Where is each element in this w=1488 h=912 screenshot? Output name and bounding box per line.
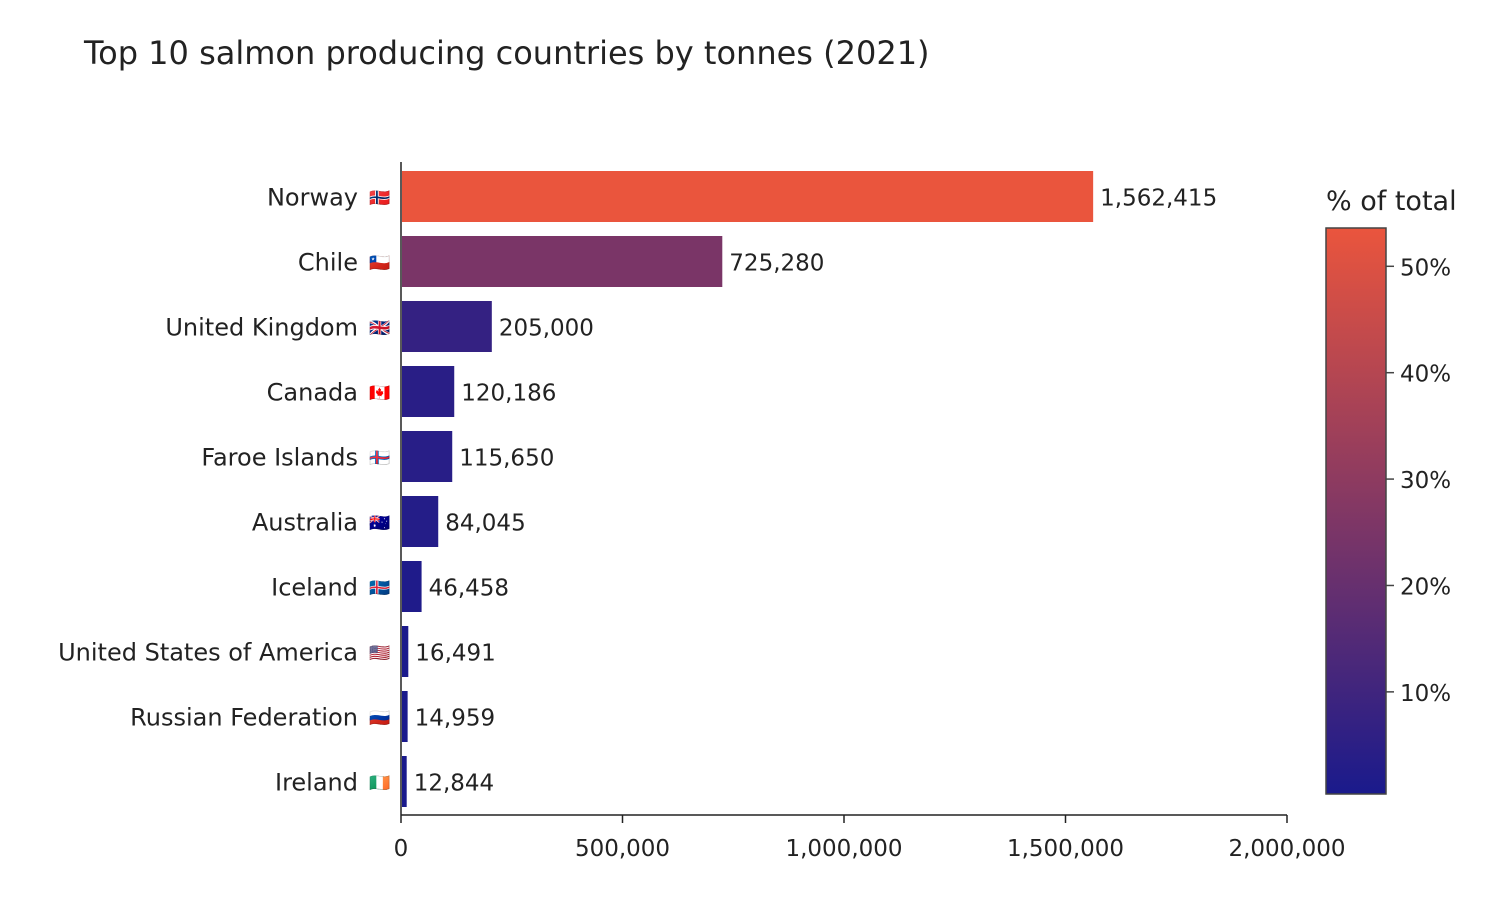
category-label: Iceland — [271, 574, 358, 602]
category-label: Chile — [298, 249, 358, 277]
bar-value-label: 205,000 — [499, 316, 594, 342]
bar-value-label: 1,562,415 — [1100, 186, 1217, 212]
colorbar — [1325, 227, 1387, 795]
flag-icon: 🇮🇸 — [369, 579, 390, 599]
flag-icon: 🇷🇺 — [369, 709, 390, 729]
category-label: Russian Federation — [130, 704, 358, 732]
bar-united-kingdom — [402, 301, 492, 352]
flag-icon: 🇫🇴 — [369, 449, 390, 469]
bar-canada — [402, 366, 455, 417]
bar-value-label: 115,650 — [459, 446, 554, 472]
flag-icon: 🇨🇦 — [369, 384, 390, 404]
bar-ireland — [402, 756, 407, 807]
colorbar-tick-label: 20% — [1400, 574, 1451, 600]
bar-value-label: 46,458 — [429, 576, 509, 602]
x-tick-label: 0 — [394, 836, 409, 862]
bar-faroe-islands — [402, 431, 453, 482]
x-tick-label: 2,000,000 — [1228, 836, 1345, 862]
bar-chile — [402, 236, 723, 287]
flag-icon: 🇦🇺 — [369, 513, 390, 534]
category-label: United States of America — [58, 639, 358, 667]
category-label: Canada — [267, 379, 358, 407]
colorbar-title: % of total — [1326, 186, 1457, 217]
value-labels: 1,562,415 725,280 205,000 120,186 115,650 84,… — [414, 186, 1218, 797]
flag-icon: 🇨🇱 — [369, 254, 390, 274]
category-label: Australia — [252, 509, 358, 537]
flag-icon: 🇬🇧 — [369, 319, 390, 339]
bar-value-label: 12,844 — [414, 771, 494, 797]
category-label: Norway — [267, 184, 358, 212]
bar-value-label: 725,280 — [729, 251, 824, 277]
category-label: Faroe Islands — [201, 444, 358, 472]
x-tick-label: 500,000 — [575, 836, 670, 862]
x-tick-label: 1,000,000 — [785, 836, 902, 862]
category-label: United Kingdom — [165, 314, 358, 342]
colorbar-tick-label: 10% — [1400, 681, 1451, 707]
x-axis-ticks: 0 500,000 1,000,000 1,500,000 2,000,000 — [394, 815, 1346, 862]
bar-norway — [402, 171, 1094, 222]
flag-icon: 🇮🇪 — [369, 774, 390, 794]
bar-russian-federation — [402, 691, 408, 742]
flag-icon: 🇳🇴 — [369, 189, 390, 209]
x-tick-label: 1,500,000 — [1007, 836, 1124, 862]
bar-value-label: 16,491 — [415, 641, 495, 667]
colorbar-tick-label: 40% — [1400, 362, 1451, 388]
bar-value-label: 120,186 — [461, 381, 556, 407]
category-labels: Norway 🇳🇴 Chile 🇨🇱 United Kingdom 🇬🇧 Canada 🇨🇦 F… — [58, 184, 390, 797]
colorbar-tick-label: 50% — [1400, 255, 1451, 281]
bar-value-label: 14,959 — [415, 706, 495, 732]
category-label: Ireland — [275, 769, 358, 797]
flag-icon: 🇺🇸 — [369, 644, 390, 664]
bar-value-label: 84,045 — [445, 511, 525, 537]
colorbar-tick-label: 30% — [1400, 468, 1451, 494]
bar-australia — [402, 496, 439, 547]
bars-layer — [402, 171, 1094, 807]
bar-iceland — [402, 561, 422, 612]
chart-title: Top 10 salmon producing countries by ton… — [83, 34, 930, 72]
colorbar-ticks: 10% 20% 30% 40% 50% — [1386, 255, 1451, 707]
bar-united-states-of-america — [402, 626, 409, 677]
